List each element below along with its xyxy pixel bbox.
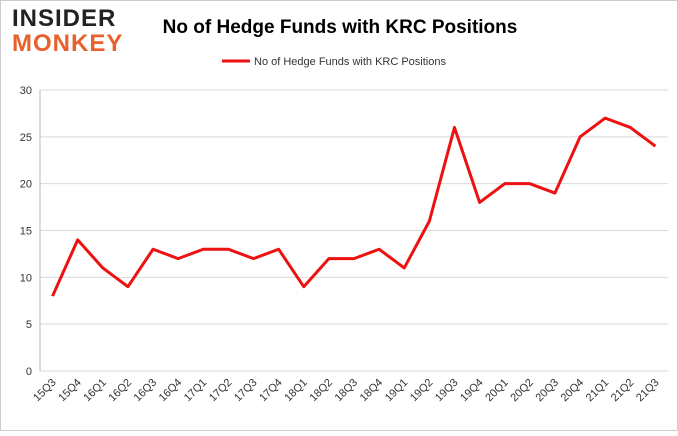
y-tick-label: 30 [20,85,32,97]
data-line [51,116,657,297]
y-tick-label: 5 [26,319,32,331]
logo-line2: MONKEY [12,30,123,57]
y-tick-label: 0 [26,366,32,378]
y-tick-label: 15 [20,226,32,238]
y-tick-label: 10 [20,272,32,284]
y-tick-label: 20 [20,179,32,191]
chart-title: No of Hedge Funds with KRC Positions [163,17,518,38]
y-tick-label: 25 [20,132,32,144]
legend-label: No of Hedge Funds with KRC Positions [254,56,446,68]
logo-line1: INSIDER [12,5,116,32]
